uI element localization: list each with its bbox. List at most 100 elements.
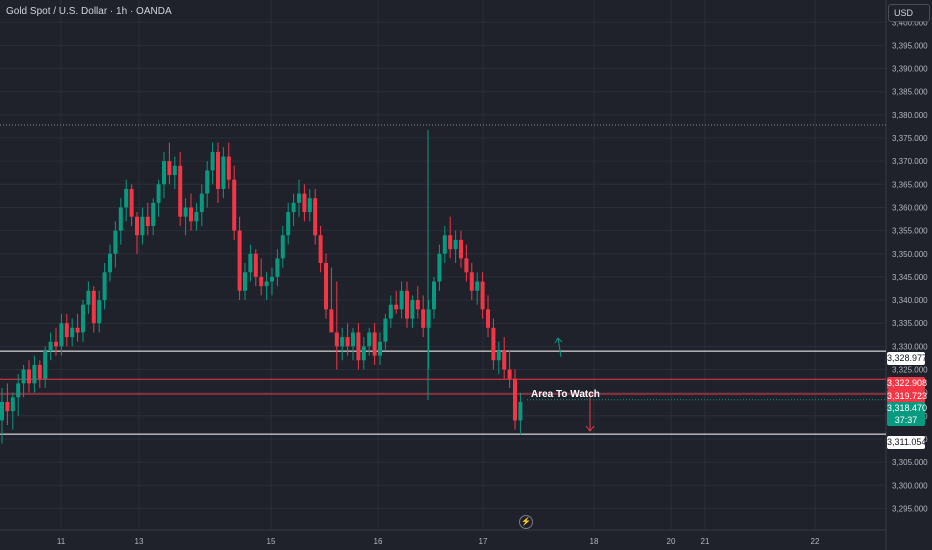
- support-price-tag: 3,311.054: [887, 436, 927, 449]
- candle-body: [102, 272, 107, 301]
- last-price-tag: 3,318.470 37:37: [887, 402, 928, 426]
- candle-body: [394, 304, 399, 310]
- candle-body: [291, 202, 296, 213]
- level-price-tag: 3,328.977: [887, 352, 928, 365]
- candle-body: [426, 309, 431, 328]
- candle-body: [48, 341, 53, 351]
- y-axis-tick-label: 3,400.000: [892, 18, 928, 27]
- y-axis-tick-label: 3,350.000: [892, 250, 928, 259]
- candle-body: [345, 337, 350, 347]
- candle-body: [221, 156, 226, 189]
- y-axis-tick-label: 3,355.000: [892, 227, 928, 236]
- candle-body: [75, 327, 80, 333]
- area-to-watch-label[interactable]: Area To Watch: [531, 389, 600, 400]
- x-axis-tick-label: 20: [667, 537, 676, 546]
- candle-body: [432, 281, 436, 310]
- candle-body: [367, 332, 372, 347]
- candle-body: [421, 309, 426, 328]
- candle-body: [307, 198, 312, 213]
- candle-body: [145, 216, 150, 226]
- candle-body: [135, 216, 139, 236]
- candle-body: [129, 188, 134, 217]
- y-axis-tick-label: 3,300.000: [892, 481, 928, 490]
- x-axis-tick-label: 17: [479, 537, 488, 546]
- candle-body: [480, 281, 485, 310]
- candle-body: [410, 300, 415, 319]
- y-axis-tick-label: 3,345.000: [892, 273, 928, 282]
- candle-body: [172, 165, 177, 176]
- last-price-label: 3,318.470: [887, 403, 928, 413]
- y-axis-tick-label: 3,360.000: [892, 203, 928, 212]
- candle-body: [10, 397, 15, 412]
- y-axis-tick-label: 3,305.000: [892, 458, 928, 467]
- candle-body: [5, 401, 10, 412]
- symbol-title[interactable]: Gold Spot / U.S. Dollar · 1h · OANDA: [6, 6, 172, 17]
- y-axis-tick-label: 3,365.000: [892, 180, 928, 189]
- candle-body: [194, 212, 199, 222]
- x-axis-tick-label: 13: [135, 537, 144, 546]
- lightning-icon[interactable]: ⚡: [519, 515, 533, 529]
- candle-body: [340, 337, 345, 347]
- candle-body: [232, 179, 237, 231]
- candle-body: [399, 290, 404, 310]
- y-axis-tick-label: 3,395.000: [892, 41, 928, 50]
- candle-body: [464, 258, 469, 273]
- x-axis-tick-label: 22: [811, 537, 820, 546]
- candle-body: [459, 239, 463, 259]
- candle-body: [502, 350, 507, 370]
- candle-body: [167, 161, 172, 176]
- candle-body: [437, 253, 442, 282]
- candle-body: [189, 207, 193, 222]
- y-axis-tick-label: 3,380.000: [892, 111, 928, 120]
- candle-body: [415, 300, 420, 310]
- candle-body: [388, 304, 393, 319]
- candle-body: [178, 165, 183, 217]
- candle-body: [108, 253, 112, 273]
- candle-body: [378, 341, 382, 356]
- candle-body: [37, 364, 42, 379]
- arrow-up-icon: [554, 337, 563, 358]
- candle-body: [162, 161, 166, 185]
- y-axis-tick-label: 3,325.000: [892, 366, 928, 375]
- y-axis-tick-label: 3,370.000: [892, 157, 928, 166]
- candle-body: [113, 230, 118, 254]
- candle-body: [151, 202, 156, 226]
- currency-selector[interactable]: USD: [888, 4, 930, 22]
- candle-body: [27, 369, 31, 384]
- candle-body: [448, 235, 453, 250]
- candle-body: [210, 151, 215, 171]
- candle-body: [280, 235, 285, 259]
- candle-body: [124, 188, 129, 208]
- candle-body: [286, 212, 291, 236]
- candle-body: [275, 258, 280, 277]
- candle-body: [43, 350, 48, 379]
- candle-body: [237, 230, 242, 291]
- candle-body: [405, 290, 409, 319]
- candle-body: [372, 332, 377, 356]
- y-axis-tick-label: 3,340.000: [892, 296, 928, 305]
- candle-body: [216, 151, 220, 189]
- x-axis-tick-label: 16: [374, 537, 383, 546]
- candle-body: [334, 332, 339, 347]
- candle-body: [140, 216, 145, 236]
- candle-body: [302, 193, 307, 213]
- candle-body: [507, 369, 512, 379]
- candle-body: [383, 318, 388, 342]
- candle-body: [486, 309, 490, 328]
- candle-body: [243, 272, 247, 291]
- zone-top-price-tag: 3,322.908: [887, 377, 928, 390]
- candle-body: [351, 332, 355, 347]
- x-axis-tick-label: 18: [590, 537, 599, 546]
- candle-body: [356, 332, 361, 361]
- candle-body: [453, 239, 458, 250]
- candle-body: [21, 369, 26, 384]
- candle-body: [442, 235, 447, 254]
- candle-body: [199, 193, 204, 213]
- y-axis-tick-label: 3,330.000: [892, 342, 928, 351]
- candle-body: [313, 198, 318, 236]
- candle-body: [361, 346, 366, 361]
- candle-body: [118, 207, 123, 231]
- x-axis-tick-label: 11: [57, 537, 66, 546]
- candle-body: [297, 193, 301, 203]
